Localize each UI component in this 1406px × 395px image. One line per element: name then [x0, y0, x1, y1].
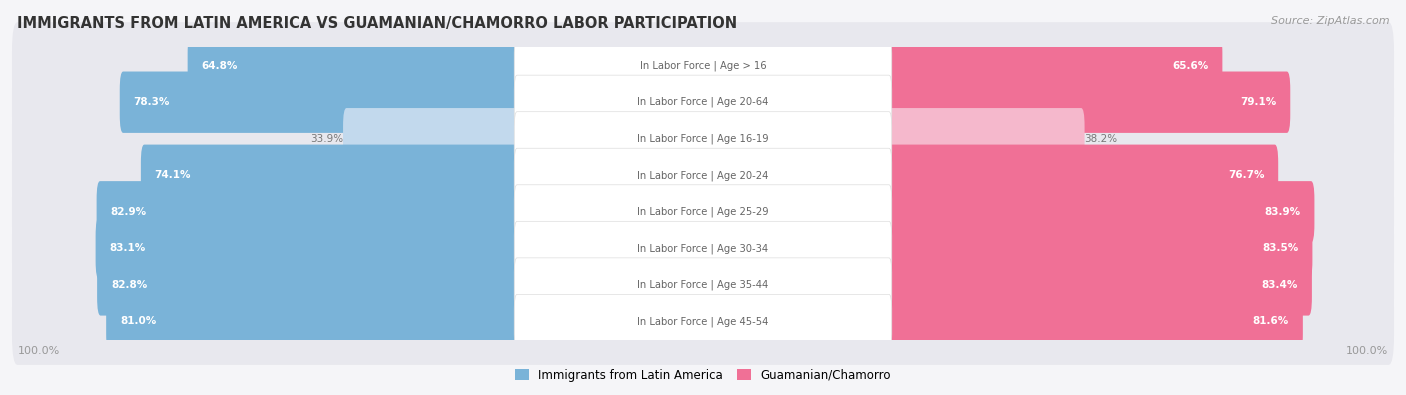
- Text: 83.4%: 83.4%: [1261, 280, 1298, 290]
- Text: 64.8%: 64.8%: [201, 61, 238, 71]
- FancyBboxPatch shape: [13, 205, 1393, 292]
- FancyBboxPatch shape: [187, 35, 520, 96]
- Text: 74.1%: 74.1%: [155, 170, 191, 180]
- Text: 79.1%: 79.1%: [1240, 97, 1277, 107]
- FancyBboxPatch shape: [13, 132, 1393, 219]
- Text: In Labor Force | Age 30-34: In Labor Force | Age 30-34: [637, 243, 769, 254]
- FancyBboxPatch shape: [515, 294, 891, 348]
- FancyBboxPatch shape: [515, 185, 891, 239]
- FancyBboxPatch shape: [343, 108, 520, 169]
- FancyBboxPatch shape: [13, 95, 1393, 182]
- Text: 83.1%: 83.1%: [110, 243, 146, 253]
- FancyBboxPatch shape: [886, 218, 1312, 279]
- FancyBboxPatch shape: [13, 59, 1393, 146]
- FancyBboxPatch shape: [13, 168, 1393, 255]
- FancyBboxPatch shape: [120, 71, 520, 133]
- FancyBboxPatch shape: [141, 145, 520, 206]
- FancyBboxPatch shape: [886, 145, 1278, 206]
- FancyBboxPatch shape: [13, 22, 1393, 109]
- Text: 100.0%: 100.0%: [17, 346, 59, 356]
- FancyBboxPatch shape: [515, 75, 891, 129]
- Text: In Labor Force | Age > 16: In Labor Force | Age > 16: [640, 60, 766, 71]
- FancyBboxPatch shape: [886, 254, 1312, 316]
- FancyBboxPatch shape: [515, 221, 891, 275]
- Text: 81.6%: 81.6%: [1253, 316, 1289, 326]
- FancyBboxPatch shape: [886, 181, 1315, 243]
- Text: 83.5%: 83.5%: [1263, 243, 1299, 253]
- Text: In Labor Force | Age 45-54: In Labor Force | Age 45-54: [637, 316, 769, 327]
- FancyBboxPatch shape: [107, 291, 520, 352]
- Text: 78.3%: 78.3%: [134, 97, 170, 107]
- Text: 82.8%: 82.8%: [111, 280, 148, 290]
- FancyBboxPatch shape: [97, 254, 520, 316]
- Text: 82.9%: 82.9%: [111, 207, 146, 217]
- Text: IMMIGRANTS FROM LATIN AMERICA VS GUAMANIAN/CHAMORRO LABOR PARTICIPATION: IMMIGRANTS FROM LATIN AMERICA VS GUAMANI…: [17, 16, 737, 31]
- Text: 100.0%: 100.0%: [1347, 346, 1389, 356]
- FancyBboxPatch shape: [13, 241, 1393, 328]
- FancyBboxPatch shape: [886, 71, 1291, 133]
- Legend: Immigrants from Latin America, Guamanian/Chamorro: Immigrants from Latin America, Guamanian…: [510, 364, 896, 386]
- Text: In Labor Force | Age 20-64: In Labor Force | Age 20-64: [637, 97, 769, 107]
- Text: 83.9%: 83.9%: [1264, 207, 1301, 217]
- FancyBboxPatch shape: [515, 39, 891, 93]
- Text: In Labor Force | Age 16-19: In Labor Force | Age 16-19: [637, 134, 769, 144]
- Text: 65.6%: 65.6%: [1173, 61, 1209, 71]
- Text: In Labor Force | Age 20-24: In Labor Force | Age 20-24: [637, 170, 769, 181]
- Text: 33.9%: 33.9%: [309, 134, 343, 144]
- FancyBboxPatch shape: [13, 278, 1393, 365]
- Text: Source: ZipAtlas.com: Source: ZipAtlas.com: [1271, 16, 1389, 26]
- Text: 38.2%: 38.2%: [1084, 134, 1118, 144]
- Text: In Labor Force | Age 35-44: In Labor Force | Age 35-44: [637, 280, 769, 290]
- FancyBboxPatch shape: [515, 258, 891, 312]
- Text: 76.7%: 76.7%: [1227, 170, 1264, 180]
- FancyBboxPatch shape: [886, 291, 1303, 352]
- FancyBboxPatch shape: [515, 148, 891, 202]
- FancyBboxPatch shape: [886, 108, 1084, 169]
- FancyBboxPatch shape: [515, 112, 891, 166]
- FancyBboxPatch shape: [886, 35, 1222, 96]
- FancyBboxPatch shape: [97, 181, 520, 243]
- Text: 81.0%: 81.0%: [120, 316, 156, 326]
- Text: In Labor Force | Age 25-29: In Labor Force | Age 25-29: [637, 207, 769, 217]
- FancyBboxPatch shape: [96, 218, 520, 279]
